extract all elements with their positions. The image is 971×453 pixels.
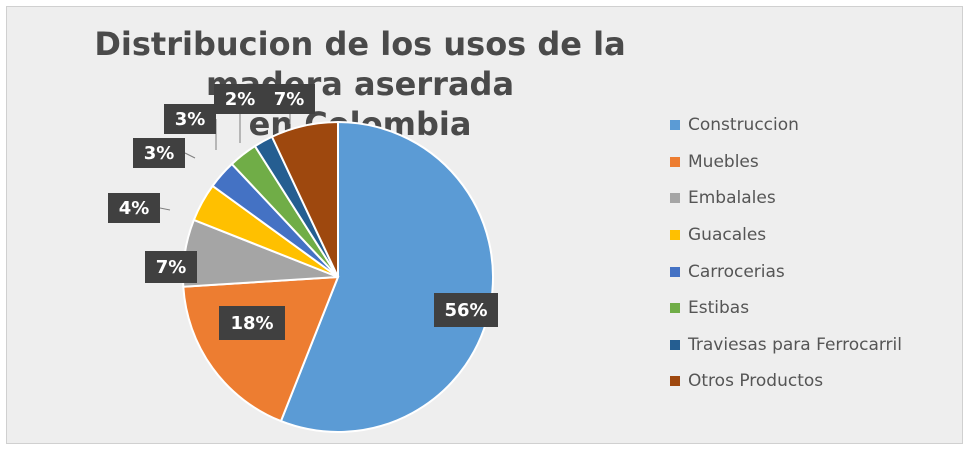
chart-legend: Construccion Muebles Embalales Guacales Carr… [670, 107, 902, 400]
legend-item: Guacales [670, 217, 902, 254]
legend-label: Embalales [688, 188, 776, 209]
legend-item: Embalales [670, 180, 902, 217]
legend-item: Estibas [670, 290, 902, 327]
data-label: 3% [133, 138, 185, 168]
legend-label: Muebles [688, 151, 759, 172]
legend-label: Guacales [688, 225, 767, 246]
legend-label: Construccion [688, 115, 799, 136]
legend-swatch [670, 266, 680, 277]
data-label: 18% [219, 306, 285, 340]
legend-item: Muebles [670, 144, 902, 181]
data-label-box [164, 104, 216, 134]
data-label-box [219, 306, 285, 340]
legend-label: Traviesas para Ferrocarril [688, 334, 902, 355]
leader-line [159, 207, 171, 211]
data-label-text: 4% [119, 198, 150, 219]
data-label-box [108, 193, 160, 223]
legend-label: Otros Productos [688, 371, 824, 392]
data-label-text: 18% [230, 313, 273, 334]
data-label-box [133, 138, 185, 168]
data-label-text: 7% [156, 257, 187, 278]
legend-swatch [670, 193, 680, 204]
legend-item: Carrocerias [670, 253, 902, 290]
legend-item: Construccion [670, 107, 902, 144]
data-label: 7% [145, 251, 197, 283]
data-label: 7% [263, 84, 315, 114]
data-label-box [214, 84, 266, 114]
data-label: 3% [164, 104, 216, 134]
legend-label: Carrocerias [688, 261, 785, 282]
data-label: 4% [108, 193, 160, 223]
data-label-box [434, 293, 498, 327]
leader-line [184, 152, 196, 159]
data-label-text: 3% [175, 109, 206, 130]
legend-swatch [670, 339, 680, 350]
legend-swatch [670, 303, 680, 314]
legend-item: Traviesas para Ferrocarril [670, 327, 902, 364]
data-label: 56% [434, 293, 498, 327]
pie-slice-otros-productos [270, 120, 339, 278]
data-label-text: 2% [225, 89, 256, 110]
legend-label: Estibas [688, 298, 750, 319]
legend-swatch [670, 376, 680, 387]
legend-swatch [670, 156, 680, 167]
data-label-box [263, 84, 315, 114]
legend-swatch [670, 230, 680, 241]
data-label-box [145, 251, 197, 283]
data-label: 2% [214, 84, 266, 114]
chart-title-line-1: Distribucion de los usos de la madera as… [94, 25, 626, 103]
data-label-text: 3% [144, 143, 175, 164]
data-label-text: 7% [274, 89, 305, 110]
legend-item: Otros Productos [670, 363, 902, 400]
legend-swatch [670, 120, 680, 131]
data-label-text: 56% [444, 300, 487, 321]
